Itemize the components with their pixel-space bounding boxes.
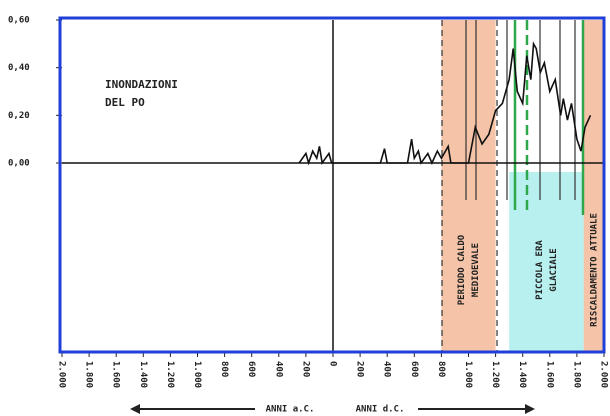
x-label: ANNI d.C. <box>356 405 405 415</box>
x-tick-label: 1.000 <box>463 361 473 388</box>
period-band <box>441 20 496 352</box>
period-label: PICCOLA ERA <box>535 240 545 300</box>
plot-frame <box>58 16 606 354</box>
x-tick-label: 0 <box>328 361 338 366</box>
period-band <box>509 172 584 352</box>
chart-title: INONDAZIONI <box>105 78 178 91</box>
x-tick-label: 600 <box>246 361 256 377</box>
period-band <box>583 20 604 352</box>
period-label: RISCALDAMENTO ATTUALE <box>589 213 599 327</box>
x-tick-label: 600 <box>409 361 419 377</box>
y-tick-label: 0,40 <box>8 63 30 73</box>
x-tick-label: 800 <box>219 361 229 377</box>
x-tick-label: 1.600 <box>111 361 121 388</box>
green-lines <box>513 20 585 215</box>
period-label: PERIODO CALDO <box>457 234 467 305</box>
x-tick-label: 1.400 <box>517 361 527 388</box>
x-tick-label: 1.800 <box>571 361 581 388</box>
y-tick-label: 0,20 <box>8 111 30 121</box>
period-label: MEDIOEVALE <box>471 243 481 297</box>
x-tick-label: 1.400 <box>138 361 148 388</box>
x-tick-label: 2.000 <box>57 361 67 388</box>
x-tick-label: 400 <box>382 361 392 377</box>
x-tick-label: 1.200 <box>165 361 175 388</box>
x-tick-label: 1.000 <box>192 361 202 388</box>
x-tick-label: 1.800 <box>84 361 94 388</box>
x-tick-label: 800 <box>436 361 446 377</box>
data-line <box>298 41 592 166</box>
y-tick-label: 0,60 <box>8 16 30 26</box>
x-tick-label: 200 <box>300 361 310 377</box>
period-label: GLACIALE <box>549 248 559 291</box>
x-tick-label: 1.600 <box>544 361 554 388</box>
x-tick-label: 200 <box>355 361 365 377</box>
chart-title: DEL PO <box>105 96 145 109</box>
x-label: ANNI a.C. <box>266 405 315 415</box>
arrow-head <box>525 404 535 414</box>
x-tick-label: 400 <box>273 361 283 377</box>
y-tick-label: 0,00 <box>8 159 30 169</box>
arrow-head <box>130 404 140 414</box>
x-tick-label: 2.000 <box>599 361 609 388</box>
x-tick-label: 1.200 <box>490 361 500 388</box>
